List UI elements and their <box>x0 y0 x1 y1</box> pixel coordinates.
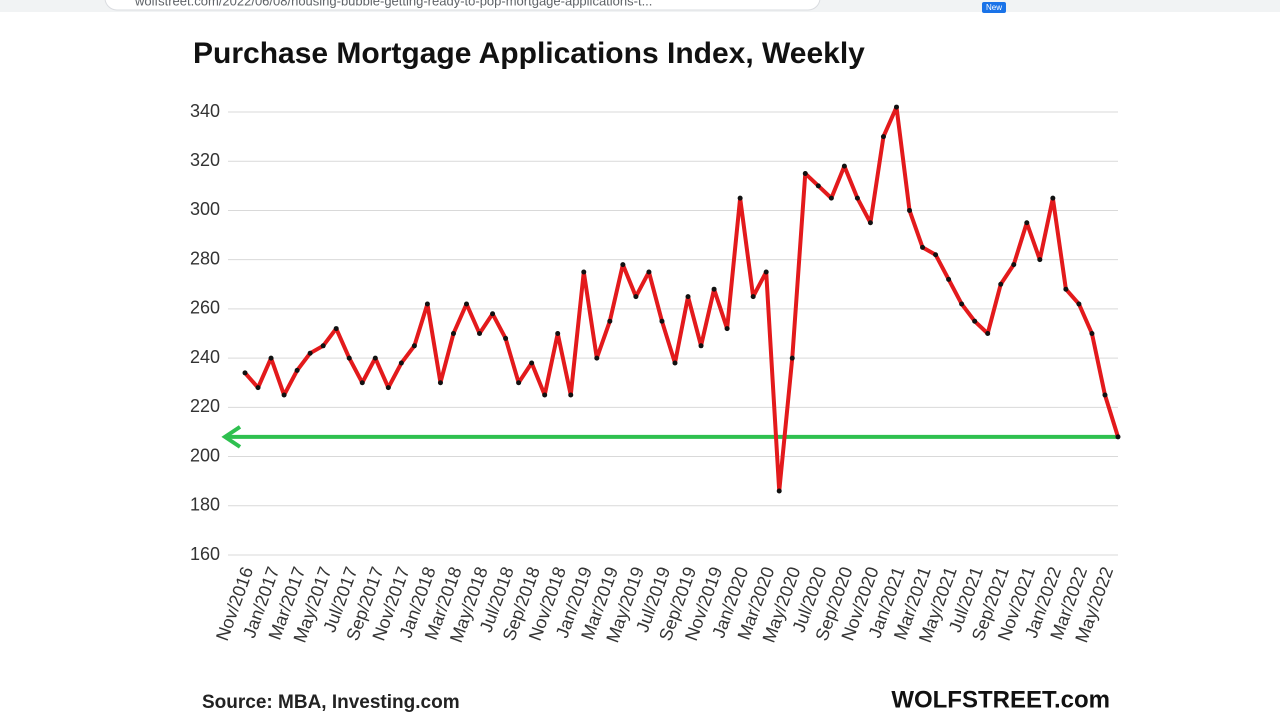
point <box>685 294 691 300</box>
point <box>281 392 287 398</box>
point <box>1089 331 1095 336</box>
address-bar[interactable] <box>104 0 821 11</box>
brand: WOLFSTREET.com <box>891 686 1110 713</box>
point <box>542 392 548 398</box>
point <box>385 385 391 391</box>
point <box>880 134 886 140</box>
point <box>789 355 795 361</box>
point <box>698 343 704 349</box>
chart-title: Purchase Mortgage Applications Index, We… <box>193 37 865 70</box>
point <box>711 286 717 292</box>
point <box>1024 220 1030 226</box>
point <box>998 281 1004 287</box>
plot: 160180200220240260280300320340Nov/2016Ja… <box>190 101 1121 645</box>
point <box>594 355 600 361</box>
url: wolfstreet.com/2022/06/08/housing-bubble… <box>134 0 652 8</box>
point <box>346 355 352 361</box>
badge: New <box>986 3 1002 12</box>
point <box>672 360 678 366</box>
point <box>776 488 782 494</box>
y-tick-label: 280 <box>190 248 220 268</box>
reference-arrow <box>221 425 242 449</box>
point <box>1011 262 1017 268</box>
point <box>893 104 899 110</box>
point <box>828 195 834 201</box>
source: Source: MBA, Investing.com <box>202 692 460 713</box>
point <box>477 331 483 336</box>
point <box>529 360 535 366</box>
point <box>946 276 952 282</box>
point <box>333 326 339 332</box>
point <box>607 318 613 324</box>
point <box>1050 195 1056 201</box>
point <box>646 269 652 275</box>
point <box>411 343 417 349</box>
point <box>985 331 991 336</box>
point <box>737 195 743 201</box>
point <box>568 392 574 398</box>
point <box>490 311 496 317</box>
badge-bg <box>982 2 1006 13</box>
y-tick-label: 260 <box>190 298 220 318</box>
point <box>867 220 873 226</box>
point <box>802 171 808 177</box>
y-tick-label: 300 <box>190 199 220 219</box>
point <box>320 343 326 349</box>
point <box>841 163 847 169</box>
point <box>437 380 443 386</box>
point <box>294 367 300 373</box>
point <box>307 350 313 356</box>
point <box>1037 257 1043 263</box>
point <box>815 183 821 189</box>
point <box>633 294 639 300</box>
point <box>959 301 965 307</box>
y-tick-label: 180 <box>190 495 220 515</box>
point <box>854 195 860 201</box>
y-tick-label: 220 <box>190 396 220 416</box>
y-tick-label: 200 <box>190 445 220 465</box>
y-tick-label: 340 <box>190 101 220 121</box>
point <box>555 331 561 336</box>
point <box>763 269 769 275</box>
line <box>243 105 1120 494</box>
point <box>620 262 626 268</box>
point <box>907 207 913 213</box>
point <box>1076 301 1082 307</box>
point <box>450 331 456 336</box>
point <box>1115 434 1121 440</box>
point <box>1063 286 1069 292</box>
y-tick-label: 160 <box>190 544 220 564</box>
point <box>516 380 522 386</box>
point <box>424 301 430 307</box>
point <box>933 252 939 258</box>
point <box>242 370 248 376</box>
y-tick-label: 240 <box>190 347 220 367</box>
point <box>503 335 509 341</box>
point <box>750 294 756 300</box>
point <box>724 326 730 332</box>
point <box>464 301 470 307</box>
y-tick-label: 320 <box>190 150 220 170</box>
point <box>359 380 365 386</box>
point <box>372 355 378 361</box>
point <box>1102 392 1108 398</box>
point <box>972 318 978 324</box>
point <box>659 318 665 324</box>
point <box>920 244 926 250</box>
point <box>255 385 261 391</box>
point <box>581 269 587 275</box>
point <box>268 355 274 361</box>
point <box>398 360 404 366</box>
